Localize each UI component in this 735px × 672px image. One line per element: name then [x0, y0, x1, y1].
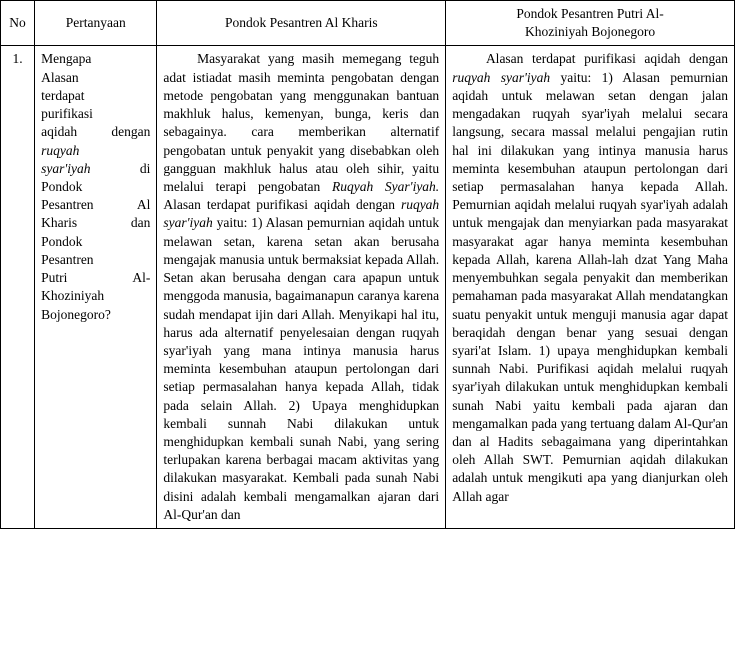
- q-line: Alasan: [41, 69, 150, 87]
- header-pondok-a: Pondok Pesantren Al Kharis: [157, 1, 446, 46]
- q-word: dan: [131, 214, 151, 232]
- header-pertanyaan: Pertanyaan: [35, 1, 157, 46]
- q-line: Pesantren: [41, 251, 150, 269]
- question-cell: Mengapa Alasan terdapat purifikasi aqida…: [35, 46, 157, 529]
- header-no: No: [1, 1, 35, 46]
- q-word: Al-: [132, 269, 150, 287]
- q-line: Putri Al-: [41, 269, 150, 287]
- answer-a-paragraph: Masyarakat yang masih memegang teguh ada…: [163, 50, 439, 524]
- header-pondok-b-line1: Pondok Pesantren Putri Al-: [516, 6, 663, 21]
- q-word: aqidah: [41, 123, 77, 141]
- q-line-italic: ruqyah: [41, 142, 150, 160]
- text-span: Masyarakat yang masih memegang teguh ada…: [163, 51, 439, 194]
- q-word: di: [140, 160, 151, 178]
- q-word: Putri: [41, 269, 67, 287]
- text-span-italic: Ruqyah Syar'iyah.: [332, 179, 439, 194]
- header-pondok-b: Pondok Pesantren Putri Al- Khoziniyah Bo…: [446, 1, 735, 46]
- header-pondok-b-line2: Khoziniyah Bojonegoro: [525, 24, 655, 39]
- text-span-italic: ruqyah syar'iyah: [452, 70, 550, 85]
- q-line: Khoziniyah: [41, 287, 150, 305]
- q-line: Mengapa: [41, 50, 150, 68]
- text-span: Alasan terdapat purifikasi aqidah dengan: [486, 51, 728, 66]
- answer-b-cell: Alasan terdapat purifikasi aqidah dengan…: [446, 46, 735, 529]
- table-row: 1. Mengapa Alasan terdapat purifikasi aq…: [1, 46, 735, 529]
- q-line: syar'iyah di: [41, 160, 150, 178]
- q-line: Kharis dan: [41, 214, 150, 232]
- q-line: terdapat: [41, 87, 150, 105]
- q-line: Pesantren Al: [41, 196, 150, 214]
- row-no: 1.: [1, 46, 35, 529]
- answer-b-paragraph: Alasan terdapat purifikasi aqidah dengan…: [452, 50, 728, 505]
- answer-a-cell: Masyarakat yang masih memegang teguh ada…: [157, 46, 446, 529]
- text-span: Alasan terdapat purifikasi aqidah dengan: [163, 197, 401, 212]
- table-header-row: No Pertanyaan Pondok Pesantren Al Kharis…: [1, 1, 735, 46]
- q-word: dengan: [111, 123, 150, 141]
- q-line: purifikasi: [41, 105, 150, 123]
- q-line: Pondok: [41, 233, 150, 251]
- q-line: Pondok: [41, 178, 150, 196]
- q-word: Al: [137, 196, 151, 214]
- q-line: aqidah dengan: [41, 123, 150, 141]
- q-word: Kharis: [41, 214, 77, 232]
- text-span: yaitu: 1) Alasan pemurnian aqidah untuk …: [452, 70, 728, 504]
- q-word-italic: syar'iyah: [41, 160, 90, 178]
- q-word: Pesantren: [41, 196, 93, 214]
- comparison-table: No Pertanyaan Pondok Pesantren Al Kharis…: [0, 0, 735, 529]
- q-line: Bojonegoro?: [41, 306, 150, 324]
- text-span: yaitu: 1) Alasan pemurnian aqidah untuk …: [163, 215, 439, 522]
